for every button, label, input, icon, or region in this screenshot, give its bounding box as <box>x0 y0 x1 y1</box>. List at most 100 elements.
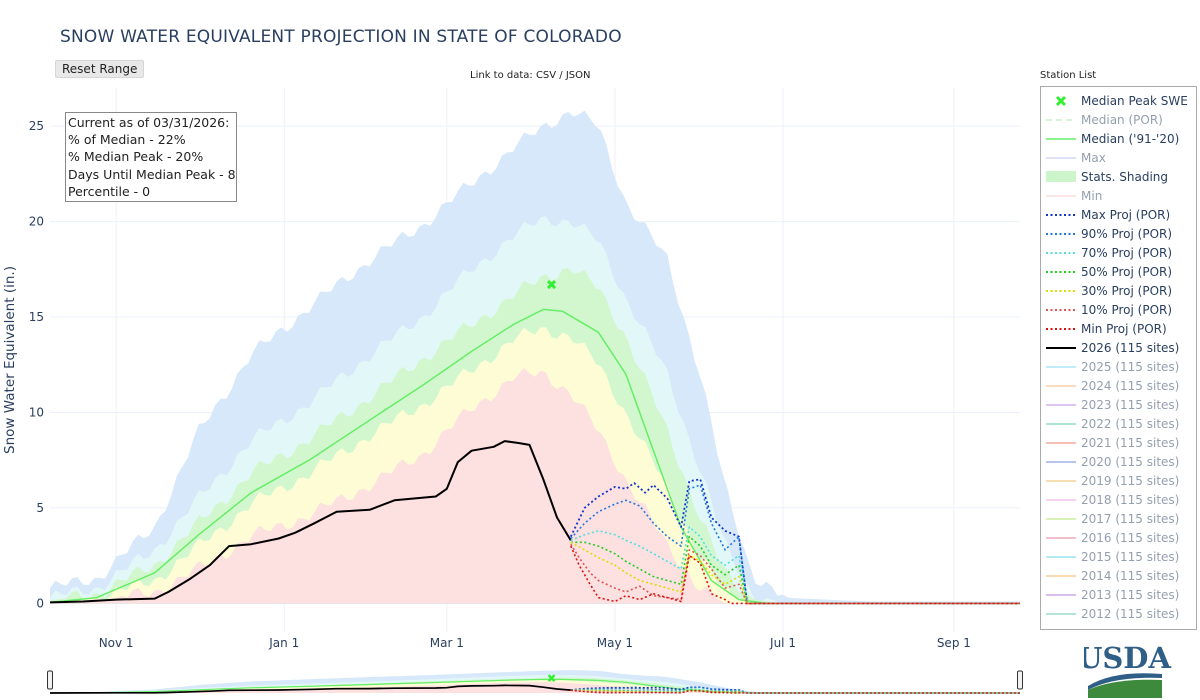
legend-symbol-icon <box>1046 518 1076 520</box>
usda-logo-text: USDA <box>1084 642 1171 675</box>
legend-item[interactable]: 2016 (115 sites) <box>1041 528 1196 547</box>
station-list-label: Station List <box>1040 70 1097 81</box>
legend-item[interactable]: Median ('91-'20) <box>1041 129 1196 148</box>
legend-item[interactable]: 2020 (115 sites) <box>1041 452 1196 471</box>
legend-item[interactable]: 2018 (115 sites) <box>1041 490 1196 509</box>
legend-symbol-icon <box>1046 423 1076 425</box>
info-days-until-peak: Days Until Median Peak - 8 <box>68 166 236 182</box>
legend-label: Max Proj (POR) <box>1081 207 1171 222</box>
legend-item[interactable]: Min Proj (POR) <box>1041 319 1196 338</box>
legend-symbol-icon <box>1055 95 1067 107</box>
legend-label: 2012 (115 sites) <box>1081 606 1180 621</box>
info-current-as-of: Current as of 03/31/2026: <box>68 115 230 130</box>
legend-item[interactable]: 2013 (115 sites) <box>1041 585 1196 604</box>
legend-item[interactable]: Median (POR) <box>1041 110 1196 129</box>
mini-series-line <box>49 684 571 694</box>
legend-item[interactable]: 2022 (115 sites) <box>1041 414 1196 433</box>
legend-symbol-icon <box>1046 442 1076 444</box>
legend-label: 2015 (115 sites) <box>1081 549 1180 564</box>
legend-label: Max <box>1081 150 1106 165</box>
series-line[interactable] <box>570 535 1020 605</box>
legend-symbol-icon <box>1046 385 1076 387</box>
legend-symbol-icon <box>1046 290 1076 292</box>
usda-logo: USDA <box>1084 642 1171 698</box>
series-line[interactable] <box>570 526 1020 605</box>
data-link[interactable]: Link to data: CSV / JSON <box>470 70 591 81</box>
legend-item[interactable]: 10% Proj (POR) <box>1041 300 1196 319</box>
x-tick-label: Jul 1 <box>769 636 796 650</box>
legend-symbol-icon <box>1046 499 1076 501</box>
legend-symbol-icon <box>1046 271 1076 273</box>
legend-label: 2013 (115 sites) <box>1081 587 1180 602</box>
reset-range-button[interactable]: Reset Range <box>55 60 145 78</box>
legend-label: 2021 (115 sites) <box>1081 435 1180 450</box>
median-peak-marker[interactable] <box>546 280 557 290</box>
legend-item[interactable]: 30% Proj (POR) <box>1041 281 1196 300</box>
range-slider[interactable] <box>47 667 1023 694</box>
stat-band <box>50 367 1020 604</box>
mini-series-line <box>570 689 1020 694</box>
legend-label: 90% Proj (POR) <box>1081 226 1173 241</box>
legend-item[interactable]: 2017 (115 sites) <box>1041 509 1196 528</box>
legend-symbol-icon <box>1046 461 1076 463</box>
info-box: Current as of 03/31/2026: % of Median - … <box>65 112 237 203</box>
legend-item[interactable]: 2025 (115 sites) <box>1041 357 1196 376</box>
legend-symbol-icon <box>1046 480 1076 482</box>
y-axis-title: Snow Water Equivalent (in.) <box>2 266 18 454</box>
legend-item[interactable]: Stats. Shading <box>1041 167 1196 186</box>
x-tick-label: Jan 1 <box>268 636 299 650</box>
legend-symbol-icon <box>1046 233 1076 235</box>
series-line[interactable] <box>50 308 1020 605</box>
mini-series-line <box>570 686 1020 694</box>
range-handle-right[interactable] <box>1017 670 1023 690</box>
legend-item[interactable]: Max <box>1041 148 1196 167</box>
legend-symbol-icon <box>1046 138 1076 140</box>
legend-item[interactable]: 2024 (115 sites) <box>1041 376 1196 395</box>
legend: Median Peak SWE Median (POR) Median ('91-'… <box>1040 86 1197 630</box>
legend-symbol-icon <box>1046 404 1076 406</box>
legend-label: Min <box>1081 188 1103 203</box>
legend-item[interactable]: 2014 (115 sites) <box>1041 566 1196 585</box>
series-line[interactable] <box>570 541 1020 605</box>
legend-symbol-icon <box>1046 157 1076 159</box>
legend-symbol-icon <box>1046 537 1076 539</box>
series-line[interactable] <box>570 545 1020 605</box>
series-line[interactable] <box>570 543 1020 605</box>
y-tick-label: 20 <box>29 215 44 229</box>
legend-item[interactable]: 2023 (115 sites) <box>1041 395 1196 414</box>
legend-item[interactable]: 70% Proj (POR) <box>1041 243 1196 262</box>
legend-label: 10% Proj (POR) <box>1081 302 1173 317</box>
legend-item[interactable]: 2015 (115 sites) <box>1041 547 1196 566</box>
legend-symbol-icon <box>1046 195 1076 197</box>
legend-item[interactable]: Min <box>1041 186 1196 205</box>
legend-symbol-icon <box>1046 252 1076 254</box>
legend-item[interactable]: 50% Proj (POR) <box>1041 262 1196 281</box>
range-handle-left[interactable] <box>47 670 53 690</box>
legend-label: 70% Proj (POR) <box>1081 245 1173 260</box>
legend-symbol-icon <box>1046 309 1076 311</box>
mini-series-line <box>570 686 1020 694</box>
legend-symbol-icon <box>1046 328 1076 330</box>
legend-label: Min Proj (POR) <box>1081 321 1167 336</box>
legend-item[interactable]: 2019 (115 sites) <box>1041 471 1196 490</box>
legend-label: 2020 (115 sites) <box>1081 454 1180 469</box>
legend-item[interactable]: 90% Proj (POR) <box>1041 224 1196 243</box>
series-line[interactable] <box>50 440 572 604</box>
series-line[interactable] <box>569 478 1020 605</box>
legend-label: Median ('91-'20) <box>1081 131 1180 146</box>
legend-item[interactable]: 2026 (115 sites) <box>1041 338 1196 357</box>
legend-label: 2019 (115 sites) <box>1081 473 1180 488</box>
x-tick-label: Nov 1 <box>99 636 134 650</box>
legend-item[interactable]: 2021 (115 sites) <box>1041 433 1196 452</box>
legend-item[interactable]: Max Proj (POR) <box>1041 205 1196 224</box>
x-tick-label: May 1 <box>597 636 633 650</box>
mini-median-peak-marker <box>547 674 556 683</box>
legend-label: Stats. Shading <box>1081 169 1169 184</box>
legend-item[interactable]: Median Peak SWE <box>1041 91 1196 110</box>
y-tick-label: 5 <box>36 501 44 515</box>
info-percent-median: % of Median - 22% <box>68 132 186 148</box>
legend-item[interactable]: 2012 (115 sites) <box>1041 604 1196 623</box>
legend-label: Median Peak SWE <box>1081 93 1188 108</box>
legend-label: 30% Proj (POR) <box>1081 283 1173 298</box>
